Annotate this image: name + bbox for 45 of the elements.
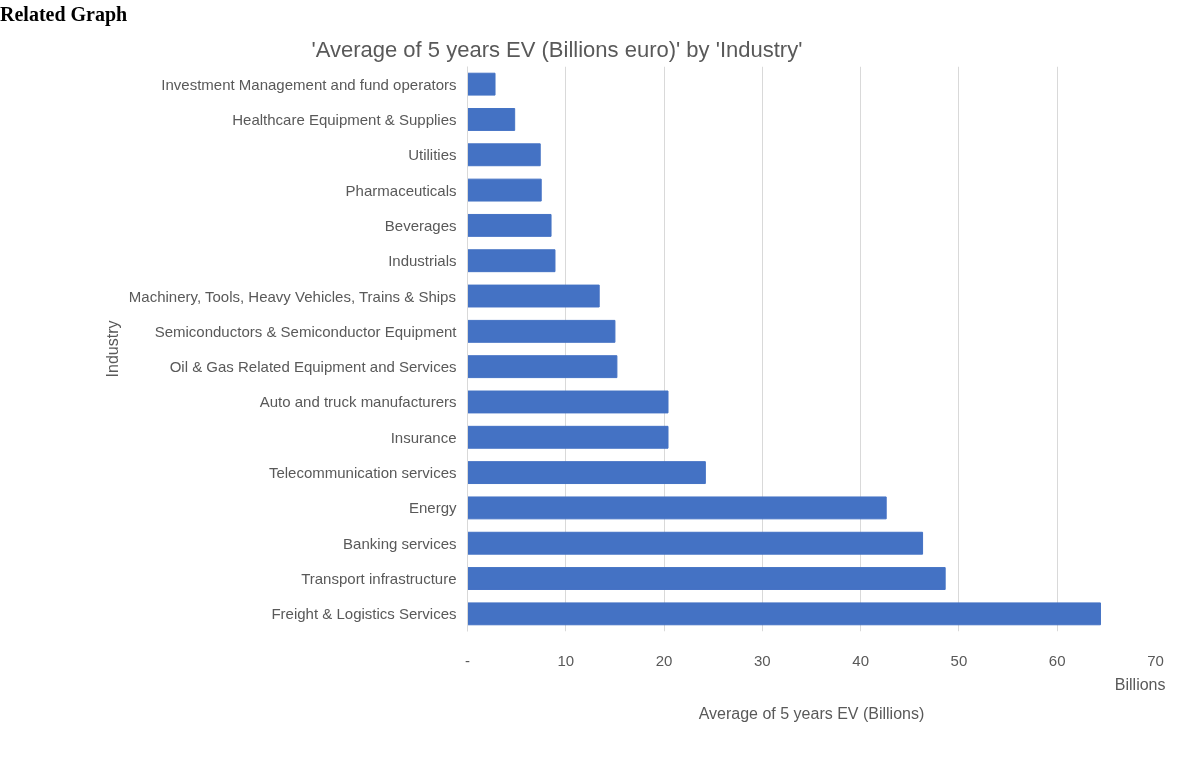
bar (467, 213, 552, 237)
text: Related Graph (0, 2, 128, 28)
y-tick-label: Healthcare Equipment & Supplies (232, 110, 457, 128)
bar (467, 496, 887, 520)
x-tick-label: 50 (950, 651, 968, 669)
y-tick-label: Semiconductors & Semiconductor Equipment (154, 322, 458, 340)
y-tick-label: Insurance (390, 428, 457, 446)
bar (467, 72, 496, 96)
y-axis-title: Industry (103, 320, 121, 378)
x-tick-label: 10 (557, 651, 575, 669)
x-tick-label: 70 (1147, 651, 1164, 669)
bar (467, 108, 516, 131)
chart-title: 'Average of 5 years EV (Billions euro)' by 'Industry' (311, 36, 803, 62)
y-tick-label: Banking services (343, 534, 457, 552)
bar (467, 425, 669, 449)
x-tick-label: 20 (655, 651, 673, 669)
bar (467, 355, 618, 379)
x-tick-label: - (465, 651, 470, 669)
bar (467, 319, 616, 343)
y-tick-label: Industrials (388, 252, 457, 270)
y-tick-label: Utilities (408, 146, 457, 164)
y-tick-label: Beverages (384, 216, 457, 234)
x-tick-label: 60 (1048, 651, 1066, 669)
bar (467, 284, 600, 308)
y-tick-label: Investment Management and fund operators (161, 75, 457, 93)
bar (467, 178, 542, 202)
y-tick-label: Auto and truck manufacturers (259, 393, 457, 411)
y-tick-label: Machinery, Tools, Heavy Vehicles, Trains & Ships (128, 287, 456, 305)
bar (467, 567, 946, 590)
bar (467, 602, 1101, 626)
x-axis-title: Average of 5 years EV (Billions) (698, 704, 925, 722)
bar (467, 390, 669, 414)
bar (467, 531, 924, 555)
x-tick-label: 30 (754, 651, 771, 669)
bar (467, 249, 556, 273)
y-tick-label: Energy (408, 499, 457, 517)
y-tick-label: Pharmaceuticals (345, 181, 457, 199)
bar (467, 143, 541, 167)
text: Billions (1114, 675, 1166, 693)
y-tick-label: Telecommunication services (268, 464, 457, 482)
y-tick-label: Transport infrastructure (301, 570, 457, 588)
bar (467, 461, 706, 485)
x-tick-label: 40 (852, 651, 869, 669)
y-tick-label: Freight & Logistics Services (271, 605, 457, 623)
y-tick-label: Oil & Gas Related Equipment and Services (169, 358, 457, 376)
